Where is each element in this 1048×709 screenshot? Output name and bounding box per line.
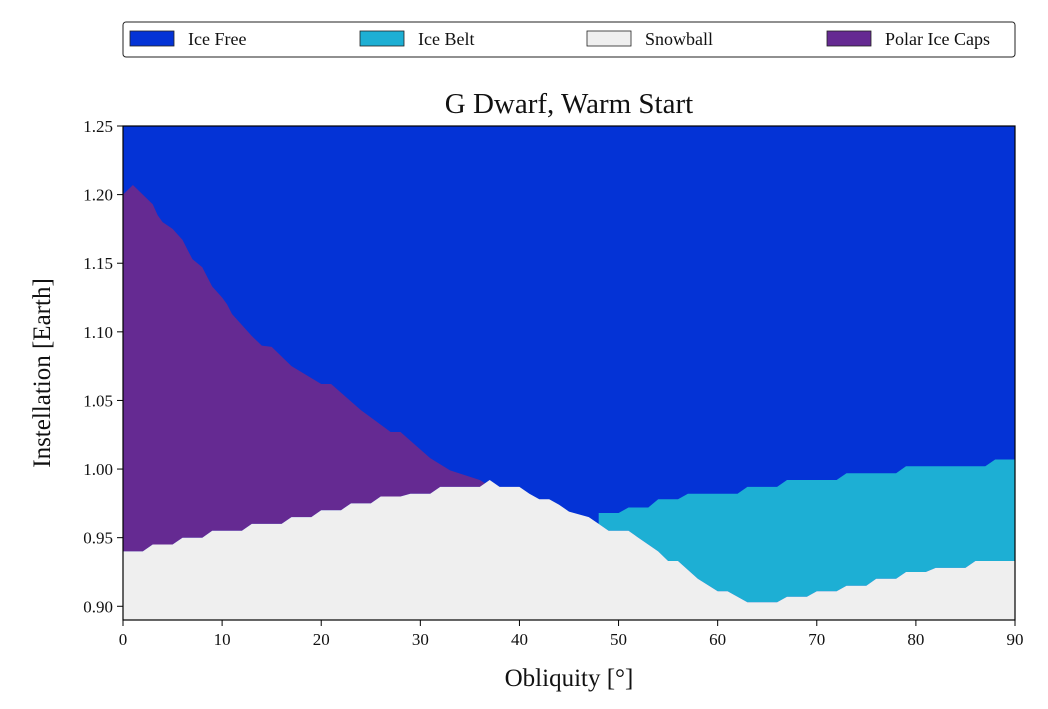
x-tick-label: 70 — [808, 630, 825, 649]
region-ice-belt — [598, 459, 1015, 603]
x-axis: 0 10 20 30 40 50 60 70 80 90 — [119, 620, 1024, 649]
y-axis-title: Instellation [Earth] — [29, 278, 56, 468]
x-tick-label: 20 — [313, 630, 330, 649]
legend-label: Ice Free — [188, 29, 246, 49]
legend-swatch — [586, 30, 632, 47]
legend-swatch — [129, 30, 175, 47]
legend-swatch — [359, 30, 405, 47]
y-axis: 0.90 0.95 1.00 1.05 1.10 1.15 1.20 1.25 — [83, 117, 123, 616]
y-tick-label: 1.00 — [83, 460, 113, 479]
y-tick-label: 1.25 — [83, 117, 113, 136]
x-tick-label: 10 — [214, 630, 231, 649]
x-axis-title: Obliquity [°] — [505, 665, 634, 692]
legend: Ice Free Ice Belt Snowball Polar Ice Caps — [122, 21, 1016, 58]
legend-frame — [122, 21, 1016, 58]
legend-swatch — [826, 30, 872, 47]
y-tick-label: 1.05 — [83, 391, 113, 410]
x-tick-label: 0 — [119, 630, 128, 649]
y-tick-label: 0.95 — [83, 529, 113, 548]
region-polar-ice-caps — [123, 185, 495, 552]
y-tick-label: 1.15 — [83, 254, 113, 273]
x-tick-label: 60 — [709, 630, 726, 649]
x-tick-label: 30 — [412, 630, 429, 649]
x-tick-label: 50 — [610, 630, 627, 649]
plot-regions — [123, 126, 1015, 620]
x-tick-label: 80 — [907, 630, 924, 649]
chart-title: G Dwarf, Warm Start — [445, 88, 693, 120]
legend-label: Polar Ice Caps — [885, 29, 990, 49]
region-snowball — [123, 480, 1015, 620]
y-tick-label: 1.20 — [83, 186, 113, 205]
y-tick-label: 1.10 — [83, 323, 113, 342]
x-tick-label: 40 — [511, 630, 528, 649]
plot-frame — [122, 125, 1016, 621]
legend-label: Snowball — [645, 29, 713, 49]
x-tick-label: 90 — [1007, 630, 1024, 649]
legend-label: Ice Belt — [418, 29, 474, 49]
y-tick-label: 0.90 — [83, 597, 113, 616]
